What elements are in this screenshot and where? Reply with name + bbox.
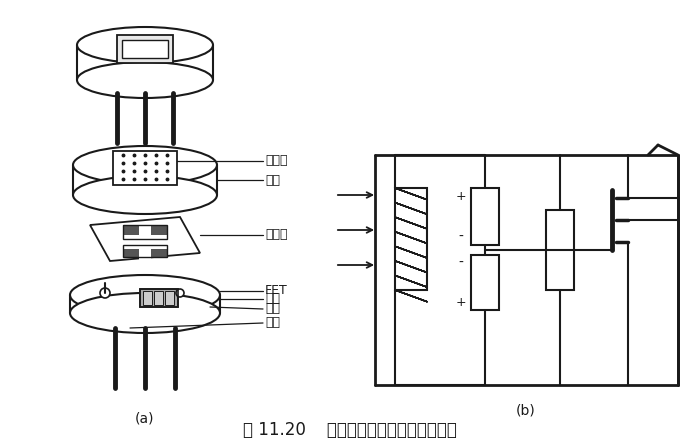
Bar	[471, 188, 499, 245]
Bar	[113, 151, 177, 185]
Bar	[143, 291, 152, 305]
Text: -: -	[458, 230, 463, 244]
Text: 滤光片: 滤光片	[265, 155, 288, 167]
Bar	[140, 289, 178, 307]
Text: 敏感元: 敏感元	[265, 229, 288, 241]
Text: +: +	[456, 296, 466, 308]
Text: +: +	[456, 190, 466, 202]
Ellipse shape	[70, 275, 220, 315]
Bar	[139, 223, 151, 261]
Ellipse shape	[77, 27, 213, 63]
Bar	[117, 35, 173, 63]
Ellipse shape	[100, 288, 110, 298]
Text: 管帽: 管帽	[265, 173, 280, 187]
Ellipse shape	[73, 176, 217, 214]
Ellipse shape	[77, 62, 213, 98]
Ellipse shape	[70, 293, 220, 333]
Bar	[154, 291, 163, 305]
Text: 高阻: 高阻	[265, 303, 280, 315]
Bar	[165, 291, 174, 305]
Bar	[471, 255, 499, 310]
Bar	[122, 40, 168, 58]
Bar	[123, 245, 167, 257]
Bar	[395, 188, 427, 290]
Ellipse shape	[73, 146, 217, 184]
Text: FET: FET	[265, 285, 288, 297]
Bar	[140, 289, 178, 307]
Ellipse shape	[176, 289, 184, 297]
Text: -: -	[458, 256, 463, 270]
Text: 引线: 引线	[265, 317, 280, 329]
Bar	[123, 245, 167, 257]
Text: (a): (a)	[135, 411, 155, 425]
Bar	[123, 225, 167, 239]
Bar	[123, 235, 167, 249]
Bar	[123, 225, 167, 239]
Bar	[546, 210, 574, 290]
Text: 图 11.20    热释电人体红外传感器的结构: 图 11.20 热释电人体红外传感器的结构	[243, 421, 457, 438]
Polygon shape	[90, 217, 200, 261]
Text: 管座: 管座	[265, 293, 280, 305]
Text: (b): (b)	[516, 403, 536, 417]
